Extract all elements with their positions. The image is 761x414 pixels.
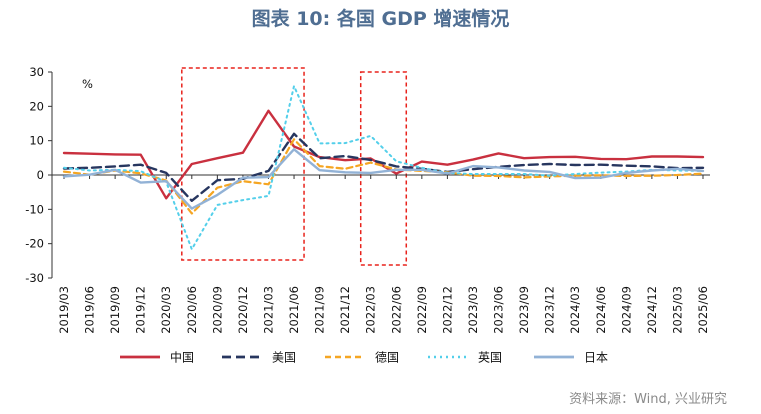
- x-tick-label: 2021/12: [338, 286, 352, 334]
- x-tick-label: 2020/12: [236, 286, 250, 334]
- x-tick-label: 2021/09: [313, 286, 327, 334]
- y-tick-label: 0: [37, 168, 44, 182]
- x-tick-label: 2025/06: [696, 286, 710, 334]
- x-tick-label: 2024/09: [619, 286, 633, 334]
- x-tick-label: 2023/12: [543, 286, 557, 334]
- series-line-英国: [63, 85, 704, 251]
- x-tick-label: 2019/09: [108, 286, 122, 334]
- series-line-美国: [62, 132, 705, 203]
- x-tick-label: 2022/06: [389, 286, 403, 334]
- source-note: 资料来源：Wind, 兴业研究: [569, 392, 727, 407]
- x-tick-label: 2024/03: [568, 286, 582, 334]
- y-tick-label: -10: [25, 202, 44, 216]
- legend-label: 中国: [170, 350, 194, 365]
- legend-label: 德国: [375, 350, 399, 365]
- x-tick-label: 2022/12: [440, 286, 454, 334]
- y-tick-label: 20: [29, 99, 44, 113]
- legend-label: 日本: [584, 351, 608, 365]
- x-tick-label: 2025/03: [670, 286, 684, 334]
- y-tick-label: -20: [25, 237, 44, 251]
- series-line-日本: [62, 148, 705, 210]
- y-tick-label: 30: [29, 65, 44, 79]
- legend-label: 英国: [478, 351, 502, 365]
- highlight-box: [359, 71, 408, 266]
- highlight-box: [181, 67, 305, 261]
- x-tick-label: 2021/06: [287, 286, 301, 334]
- x-tick-label: 2023/03: [466, 286, 480, 334]
- y-tick-label: -30: [25, 271, 44, 285]
- legend-label: 美国: [272, 351, 296, 365]
- x-tick-label: 2023/06: [492, 286, 506, 334]
- x-tick-label: 2019/12: [134, 286, 148, 334]
- y-unit-label: %: [82, 77, 93, 91]
- x-tick-label: 2024/06: [594, 286, 608, 334]
- x-tick-label: 2020/09: [210, 286, 224, 334]
- x-tick-label: 2020/03: [159, 286, 173, 334]
- x-tick-label: 2019/06: [83, 286, 97, 334]
- x-tick-label: 2022/09: [415, 286, 429, 334]
- series-line-中国: [62, 109, 705, 200]
- x-tick-label: 2022/03: [364, 286, 378, 334]
- x-tick-label: 2023/09: [517, 286, 531, 334]
- y-tick-label: 10: [29, 134, 44, 148]
- x-tick-label: 2024/12: [645, 286, 659, 334]
- chart-title: 图表 10: 各国 GDP 增速情况: [251, 8, 510, 30]
- x-tick-label: 2019/03: [57, 286, 71, 334]
- x-tick-label: 2020/06: [185, 286, 199, 334]
- x-tick-label: 2021/03: [261, 286, 275, 334]
